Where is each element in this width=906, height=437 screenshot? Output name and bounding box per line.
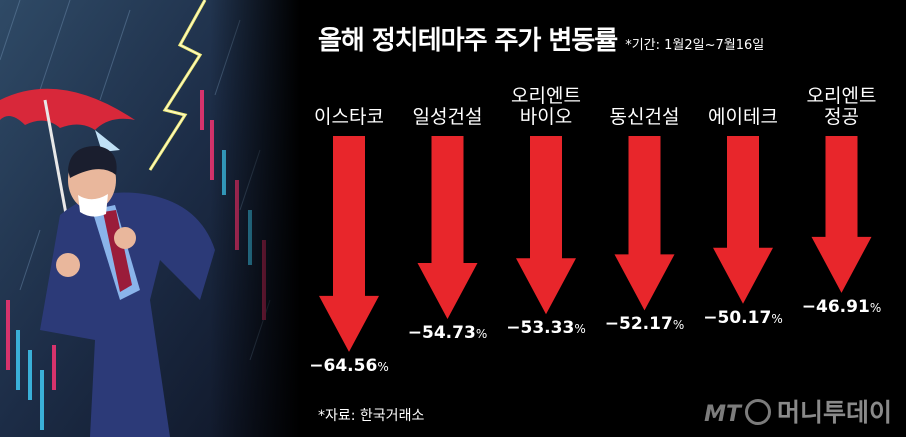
arrow-chart	[319, 136, 872, 352]
value-unit: %	[475, 326, 488, 341]
value-label-0: −64.56%	[299, 356, 399, 376]
arrow-bar-3	[614, 136, 675, 311]
category-label-line: 오리엔트	[511, 85, 581, 107]
value-label-3: −52.17%	[595, 314, 695, 334]
value-unit: %	[377, 359, 389, 374]
value-label-4: −50.17%	[693, 308, 793, 328]
arrow-bar-4	[713, 136, 773, 304]
value-label-1: −54.73%	[398, 323, 498, 343]
value-number: −53.33	[506, 318, 575, 339]
category-label-0: 이스타코	[301, 107, 397, 128]
value-unit: %	[869, 300, 882, 315]
period-note: *기간: 1월2일~7월16일	[625, 38, 765, 53]
category-label-line: 오리엔트	[806, 85, 877, 107]
category-label-line: 정공	[824, 106, 859, 128]
logo-ring-icon	[744, 399, 771, 425]
value-number: −64.56	[309, 355, 378, 376]
logo-name: 머니투데이	[776, 398, 892, 427]
arrow-bar-5	[811, 136, 872, 293]
chart-title: 올해 정치테마주 주가 변동률	[318, 26, 618, 56]
category-label-line: 이스타코	[314, 106, 384, 128]
value-number: −54.73	[407, 322, 476, 343]
source-note: *자료: 한국거래소	[318, 408, 425, 424]
arrow-bar-0	[319, 136, 379, 352]
value-number: −46.91	[801, 296, 870, 317]
arrow-bar-2	[516, 136, 576, 315]
value-unit: %	[574, 322, 586, 337]
storm-businessman-illustration	[0, 0, 300, 437]
value-unit: %	[771, 311, 783, 326]
chart-header: 올해 정치테마주 주가 변동률 *기간: 1월2일~7월16일	[318, 20, 764, 57]
category-label-1: 일성건설	[400, 107, 496, 128]
value-number: −50.17	[703, 307, 772, 328]
value-number: −52.17	[604, 314, 673, 335]
category-label-line: 동신건설	[609, 106, 680, 128]
category-label-line: 바이오	[519, 106, 573, 128]
category-label-line: 에이테크	[708, 106, 778, 128]
logo-mt: MT	[704, 402, 741, 427]
category-label-5: 오리엔트 정공	[794, 86, 890, 128]
publisher-logo: MT 머니투데이	[704, 393, 892, 429]
category-label-4: 에이테크	[695, 107, 791, 128]
category-label-2: 오리엔트 바이오	[498, 86, 594, 128]
value-unit: %	[672, 318, 685, 333]
category-label-3: 동신건설	[597, 107, 693, 128]
value-label-5: −46.91%	[792, 297, 892, 317]
arrow-bar-1	[417, 136, 478, 319]
value-label-2: −53.33%	[496, 318, 596, 338]
category-label-line: 일성건설	[412, 106, 483, 128]
